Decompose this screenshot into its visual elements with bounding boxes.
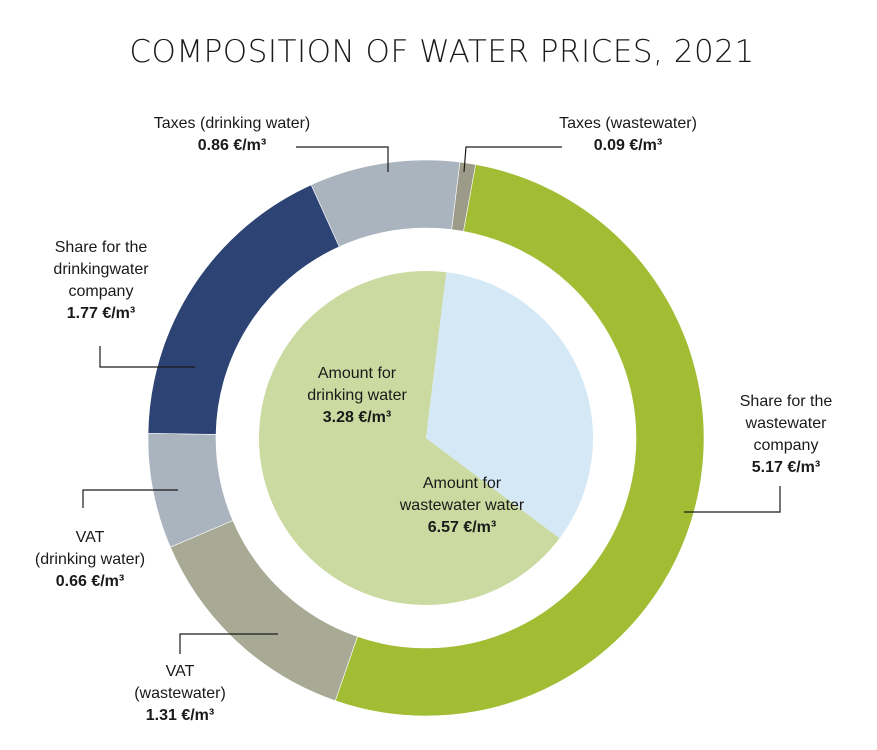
label-amount-drinking-value: 3.28 €/m³ [323, 409, 391, 426]
label-taxes-wastewater-line: Taxes (wastewater) [559, 115, 697, 132]
outer-ring [147, 159, 705, 717]
label-share-drinking-line: Share for the [55, 239, 148, 256]
leader-share-wastewater [684, 486, 781, 513]
label-amount-drinking-line: drinking water [307, 387, 407, 404]
label-taxes-wastewater-value: 0.09 €/m³ [594, 137, 662, 154]
label-amount-wastewater-value: 6.57 €/m³ [428, 519, 496, 536]
leader-vat-wastewater [179, 633, 278, 654]
label-vat-wastewater-line: VAT [166, 663, 195, 680]
label-share-wastewater-line: wastewater [745, 415, 828, 432]
label-taxes-wastewater: Taxes (wastewater) 0.09 €/m³ [559, 115, 697, 154]
label-taxes-drinking-value: 0.86 €/m³ [198, 137, 266, 154]
label-amount-wastewater: Amount for wastewater water 6.57 €/m³ [399, 475, 525, 536]
inner-pie [259, 270, 593, 605]
label-vat-wastewater-value: 1.31 €/m³ [146, 707, 214, 724]
label-share-wastewater: Share for the wastewater company 5.17 €/m³ [740, 393, 833, 476]
label-share-wastewater-line: company [754, 437, 819, 454]
outer-slice-share-for-the-wastewater-company [334, 164, 705, 717]
label-taxes-drinking: Taxes (drinking water) 0.86 €/m³ [154, 115, 311, 154]
label-amount-drinking-line: Amount for [318, 365, 397, 382]
leader-share-drinking [99, 346, 195, 368]
label-share-drinking-line: company [69, 283, 134, 300]
label-vat-drinking-line: VAT [76, 529, 105, 546]
label-vat-wastewater: VAT (wastewater) 1.31 €/m³ [134, 663, 226, 724]
inner-slice-amount-for-drinking-water [426, 272, 593, 539]
label-share-drinking-value: 1.77 €/m³ [67, 305, 135, 322]
inner-slice-amount-for-wastewater-water [259, 270, 560, 605]
slice-labels: Taxes (wastewater) 0.09 €/m³ Share for the… [35, 115, 832, 724]
label-share-wastewater-line: Share for the [740, 393, 833, 410]
outer-slice-taxes-drinking-water [310, 159, 461, 248]
label-vat-drinking: VAT (drinking water) 0.66 €/m³ [35, 529, 145, 590]
label-share-wastewater-value: 5.17 €/m³ [752, 459, 820, 476]
label-share-drinking: Share for the drinkingwater company 1.77 €/… [53, 239, 149, 322]
label-vat-drinking-line: (drinking water) [35, 551, 145, 568]
label-vat-drinking-value: 0.66 €/m³ [56, 573, 124, 590]
chart-title: COMPOSITION OF WATER PRICES, 2021 [129, 34, 754, 70]
leader-taxes-drinking [296, 146, 389, 172]
leader-lines [82, 146, 781, 654]
label-amount-wastewater-line: Amount for [423, 475, 502, 492]
label-share-drinking-line: drinkingwater [53, 261, 149, 278]
label-amount-drinking: Amount for drinking water 3.28 €/m³ [307, 365, 407, 426]
leader-vat-drinking [82, 489, 178, 508]
leader-taxes-wastewater [463, 146, 562, 173]
label-vat-wastewater-line: (wastewater) [134, 685, 226, 702]
label-amount-wastewater-line: wastewater water [399, 497, 525, 514]
label-taxes-drinking-line: Taxes (drinking water) [154, 115, 311, 132]
